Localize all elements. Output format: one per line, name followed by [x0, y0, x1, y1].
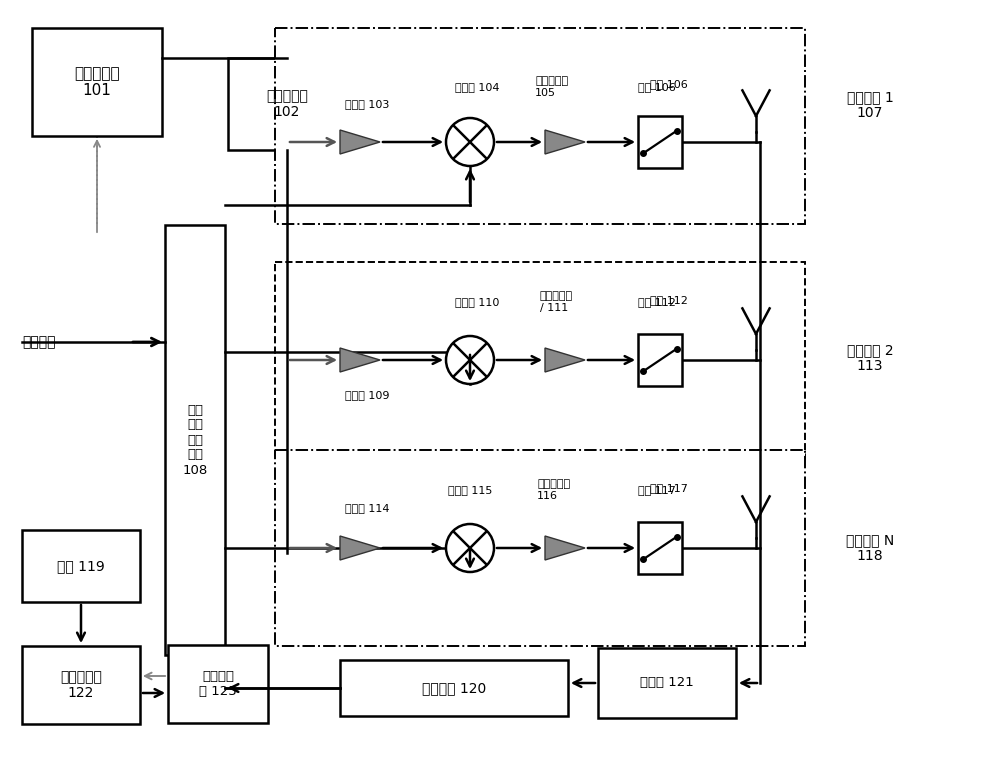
Text: 本振分发器
102: 本振分发器 102 — [266, 89, 308, 119]
Text: 时钟分发
器 123: 时钟分发 器 123 — [199, 670, 237, 698]
Bar — [165, 225, 225, 655]
Text: 开关 117: 开关 117 — [650, 483, 688, 493]
Bar — [598, 648, 736, 718]
Bar — [275, 450, 805, 646]
Polygon shape — [545, 130, 585, 154]
Bar — [168, 645, 268, 723]
Bar — [275, 28, 805, 224]
Polygon shape — [545, 348, 585, 372]
Text: 开关 106: 开关 106 — [638, 82, 676, 92]
Polygon shape — [340, 348, 380, 372]
Text: 混频器 115: 混频器 115 — [448, 485, 492, 495]
Text: 放大器 109: 放大器 109 — [345, 390, 390, 400]
Text: 射频放大器
116: 射频放大器 116 — [537, 479, 570, 501]
Text: 合路器 121: 合路器 121 — [640, 677, 694, 690]
Bar — [275, 262, 805, 458]
Text: 放大器 103: 放大器 103 — [345, 99, 389, 109]
Text: 发射通道 2
113: 发射通道 2 113 — [847, 343, 893, 373]
Bar — [638, 334, 682, 386]
Text: 开关 112: 开关 112 — [650, 295, 688, 305]
Text: 射频放大器
/ 111: 射频放大器 / 111 — [540, 291, 573, 313]
Text: 晶振 119: 晶振 119 — [57, 559, 105, 573]
Bar — [340, 660, 568, 716]
Polygon shape — [340, 130, 380, 154]
Text: 混频器 110: 混频器 110 — [455, 297, 499, 307]
Bar — [22, 530, 140, 602]
Text: 时钟发生器
122: 时钟发生器 122 — [60, 670, 102, 700]
Text: 发射通道 N
118: 发射通道 N 118 — [846, 533, 894, 563]
Bar — [638, 116, 682, 168]
Text: 放大器 114: 放大器 114 — [345, 503, 390, 513]
Bar — [22, 646, 140, 724]
Circle shape — [446, 118, 494, 166]
Text: 开关 106: 开关 106 — [650, 79, 688, 89]
Text: 发射通道 1
107: 发射通道 1 107 — [847, 90, 893, 120]
Text: 开关 112: 开关 112 — [638, 297, 676, 307]
Text: 校准链路 120: 校准链路 120 — [422, 681, 486, 695]
Polygon shape — [340, 536, 380, 560]
Bar — [32, 28, 162, 136]
Circle shape — [446, 336, 494, 384]
Circle shape — [446, 524, 494, 572]
Text: 控制信号: 控制信号 — [22, 335, 56, 349]
Bar — [638, 522, 682, 574]
Text: 本振发生器
101: 本振发生器 101 — [74, 66, 120, 98]
Text: 射频放大器
105: 射频放大器 105 — [535, 76, 568, 98]
Text: 数字
基带
处理
单元
108: 数字 基带 处理 单元 108 — [182, 404, 208, 477]
Polygon shape — [545, 536, 585, 560]
Bar — [228, 58, 346, 150]
Text: 开关 117: 开关 117 — [638, 485, 676, 495]
Text: 混频器 104: 混频器 104 — [455, 82, 500, 92]
